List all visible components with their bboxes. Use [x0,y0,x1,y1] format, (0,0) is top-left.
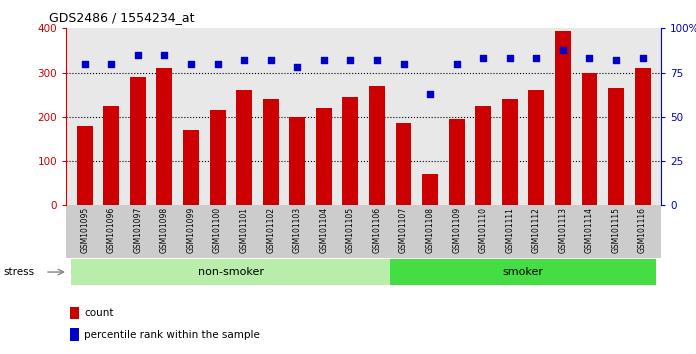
Bar [369,86,385,205]
Bar [236,90,252,205]
Point [318,57,329,63]
Text: count: count [84,308,113,318]
Bar [209,110,226,205]
Bar [290,117,306,205]
Bar [77,126,93,205]
Bar [635,68,651,205]
Point [372,57,383,63]
Text: stress: stress [3,267,35,277]
Text: smoker: smoker [503,267,544,277]
Bar [608,88,624,205]
Bar [528,90,544,205]
Bar [555,30,571,205]
Point [132,52,143,58]
Bar [449,119,465,205]
Point [79,61,90,67]
Point [637,56,648,61]
Point [185,61,196,67]
Bar [422,175,438,205]
Point [265,57,276,63]
Point [610,57,622,63]
Bar [103,106,119,205]
Bar [395,124,411,205]
Point [425,91,436,97]
Text: non-smoker: non-smoker [198,267,264,277]
Point [557,47,569,52]
Point [345,57,356,63]
Point [212,61,223,67]
Point [292,64,303,70]
Bar [475,106,491,205]
Point [451,61,462,67]
Bar [342,97,358,205]
Text: GDS2486 / 1554234_at: GDS2486 / 1554234_at [49,11,194,24]
Bar [183,130,199,205]
Bar [316,108,332,205]
Point [239,57,250,63]
Point [584,56,595,61]
Bar [262,99,278,205]
Point [477,56,489,61]
Bar [502,99,518,205]
Point [504,56,515,61]
Point [398,61,409,67]
Bar [157,68,173,205]
Point [106,61,117,67]
Bar [581,73,597,205]
Text: percentile rank within the sample: percentile rank within the sample [84,330,260,339]
Point [159,52,170,58]
Point [531,56,542,61]
Bar [130,77,146,205]
